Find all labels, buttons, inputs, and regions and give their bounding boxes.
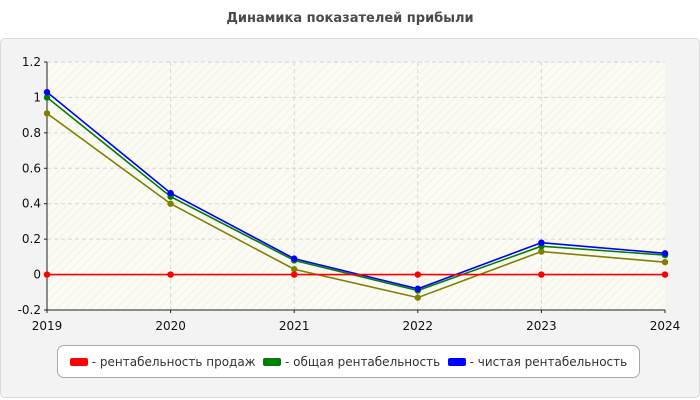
series-line-1 (46, 96, 666, 292)
legend-swatch-green (263, 357, 282, 366)
data-point-series-3 (661, 258, 669, 266)
data-point-series-0 (291, 271, 298, 278)
legend-item-sales-profitability: - рентабельность продаж (69, 354, 256, 369)
legend-label-sales-profitability: - рентабельность продаж (91, 354, 256, 369)
legend: - рентабельность продаж - общая рентабел… (57, 345, 640, 378)
data-point-series-3 (167, 200, 174, 207)
data-point-series-2 (661, 250, 669, 257)
legend-item-total-profitability: - общая рентабельность (263, 355, 440, 369)
plot-area-hatch (47, 62, 665, 310)
data-series (43, 88, 669, 301)
data-point-series-3 (414, 294, 421, 301)
x-tick-label: 2024 (650, 319, 681, 333)
y-tick-label: 1 (33, 90, 41, 104)
y-tick-label: -0.2 (18, 303, 41, 317)
y-tick-label: 1.2 (22, 55, 41, 69)
x-tick-label: 2020 (155, 319, 186, 333)
data-point-series-2 (414, 285, 421, 292)
data-point-series-2 (291, 255, 298, 262)
data-point-series-0 (167, 271, 174, 278)
legend-swatch-blue (447, 357, 466, 366)
data-point-series-0 (538, 271, 545, 278)
data-point-series-2 (538, 239, 545, 246)
x-tick-label: 2022 (403, 319, 434, 333)
series-line-3 (46, 112, 666, 299)
legend-item-net-profitability: - чистая рентабельность (447, 354, 628, 369)
data-point-series-1 (43, 94, 51, 101)
legend-swatch-red (69, 357, 88, 366)
x-tick-label: 2019 (32, 319, 63, 333)
x-tick-label: 2023 (526, 319, 557, 333)
legend-label-total-profitability: - общая рентабельность (285, 354, 441, 369)
x-tick-label: 2021 (279, 319, 310, 333)
y-tick-label: 0 (33, 268, 41, 282)
data-point-series-2 (43, 88, 51, 96)
data-point-series-0 (43, 271, 51, 278)
data-point-series-3 (538, 248, 545, 255)
series-line-2 (46, 91, 666, 290)
data-point-series-3 (291, 266, 298, 273)
y-tick-label: 0.6 (22, 161, 41, 175)
chart-title: Динамика показателей прибыли (226, 11, 474, 26)
legend-label-net-profitability: - чистая рентабельность (469, 354, 628, 369)
data-point-series-3 (43, 110, 51, 117)
data-point-series-2 (167, 189, 174, 197)
axes: 1.2 1 0.8 0.6 0.4 0.2 0 -0.2 2019 2020 2021 2022 202… (18, 55, 681, 333)
data-point-series-0 (414, 271, 421, 278)
y-tick-label: 0.8 (22, 126, 41, 140)
y-tick-label: 0.4 (22, 197, 41, 211)
data-point-series-0 (661, 271, 669, 278)
y-tick-label: 0.2 (22, 232, 41, 246)
